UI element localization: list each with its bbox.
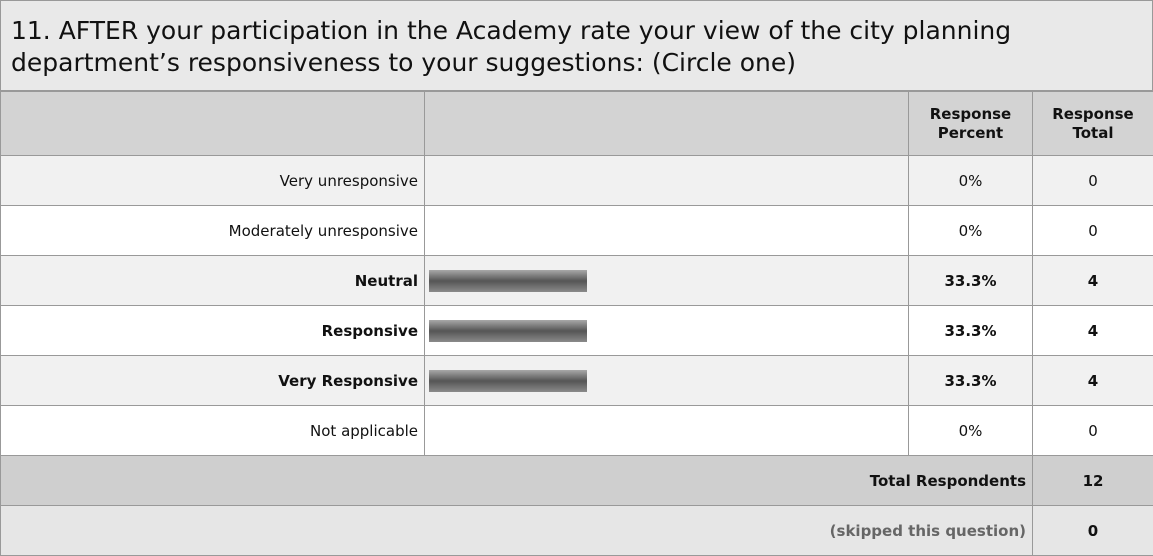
percent-bar bbox=[429, 320, 587, 342]
bar-cell bbox=[425, 206, 909, 256]
response-row: Not applicable 0%0 bbox=[1, 406, 1153, 456]
header-percent: Response Percent bbox=[909, 92, 1033, 156]
footer-label: Total Respondents bbox=[1, 456, 1033, 506]
bar-cell bbox=[425, 256, 909, 306]
footer-label: (skipped this question) bbox=[1, 506, 1033, 556]
response-row: Neutral 33.3%4 bbox=[1, 256, 1153, 306]
option-label: Responsive bbox=[1, 306, 425, 356]
question-title: 11. AFTER your participation in the Acad… bbox=[0, 0, 1153, 91]
response-percent: 0% bbox=[909, 156, 1033, 206]
response-row: Responsive 33.3%4 bbox=[1, 306, 1153, 356]
header-total: Response Total bbox=[1033, 92, 1153, 156]
response-percent: 33.3% bbox=[909, 256, 1033, 306]
response-total: 0 bbox=[1033, 206, 1153, 256]
header-cell bbox=[1, 92, 425, 156]
bar-cell bbox=[425, 156, 909, 206]
option-label: Very Responsive bbox=[1, 356, 425, 406]
footer-total: 0 bbox=[1033, 506, 1153, 556]
response-table: Response Percent Response Total Very unr… bbox=[0, 91, 1153, 556]
percent-bar bbox=[429, 270, 587, 292]
response-row: Very Responsive 33.3%4 bbox=[1, 356, 1153, 406]
footer-total: 12 bbox=[1033, 456, 1153, 506]
option-label: Not applicable bbox=[1, 406, 425, 456]
option-label: Moderately unresponsive bbox=[1, 206, 425, 256]
footer-row: (skipped this question)0 bbox=[1, 506, 1153, 556]
response-percent: 33.3% bbox=[909, 356, 1033, 406]
response-percent: 0% bbox=[909, 406, 1033, 456]
response-percent: 0% bbox=[909, 206, 1033, 256]
bar-cell bbox=[425, 356, 909, 406]
header-cell bbox=[425, 92, 909, 156]
option-label: Neutral bbox=[1, 256, 425, 306]
response-total: 4 bbox=[1033, 306, 1153, 356]
bar-cell bbox=[425, 306, 909, 356]
response-row: Moderately unresponsive 0%0 bbox=[1, 206, 1153, 256]
option-label: Very unresponsive bbox=[1, 156, 425, 206]
response-total: 0 bbox=[1033, 406, 1153, 456]
header-row: Response Percent Response Total bbox=[1, 92, 1153, 156]
response-total: 0 bbox=[1033, 156, 1153, 206]
response-percent: 33.3% bbox=[909, 306, 1033, 356]
percent-bar bbox=[429, 370, 587, 392]
response-total: 4 bbox=[1033, 356, 1153, 406]
response-total: 4 bbox=[1033, 256, 1153, 306]
bar-cell bbox=[425, 406, 909, 456]
response-row: Very unresponsive 0%0 bbox=[1, 156, 1153, 206]
